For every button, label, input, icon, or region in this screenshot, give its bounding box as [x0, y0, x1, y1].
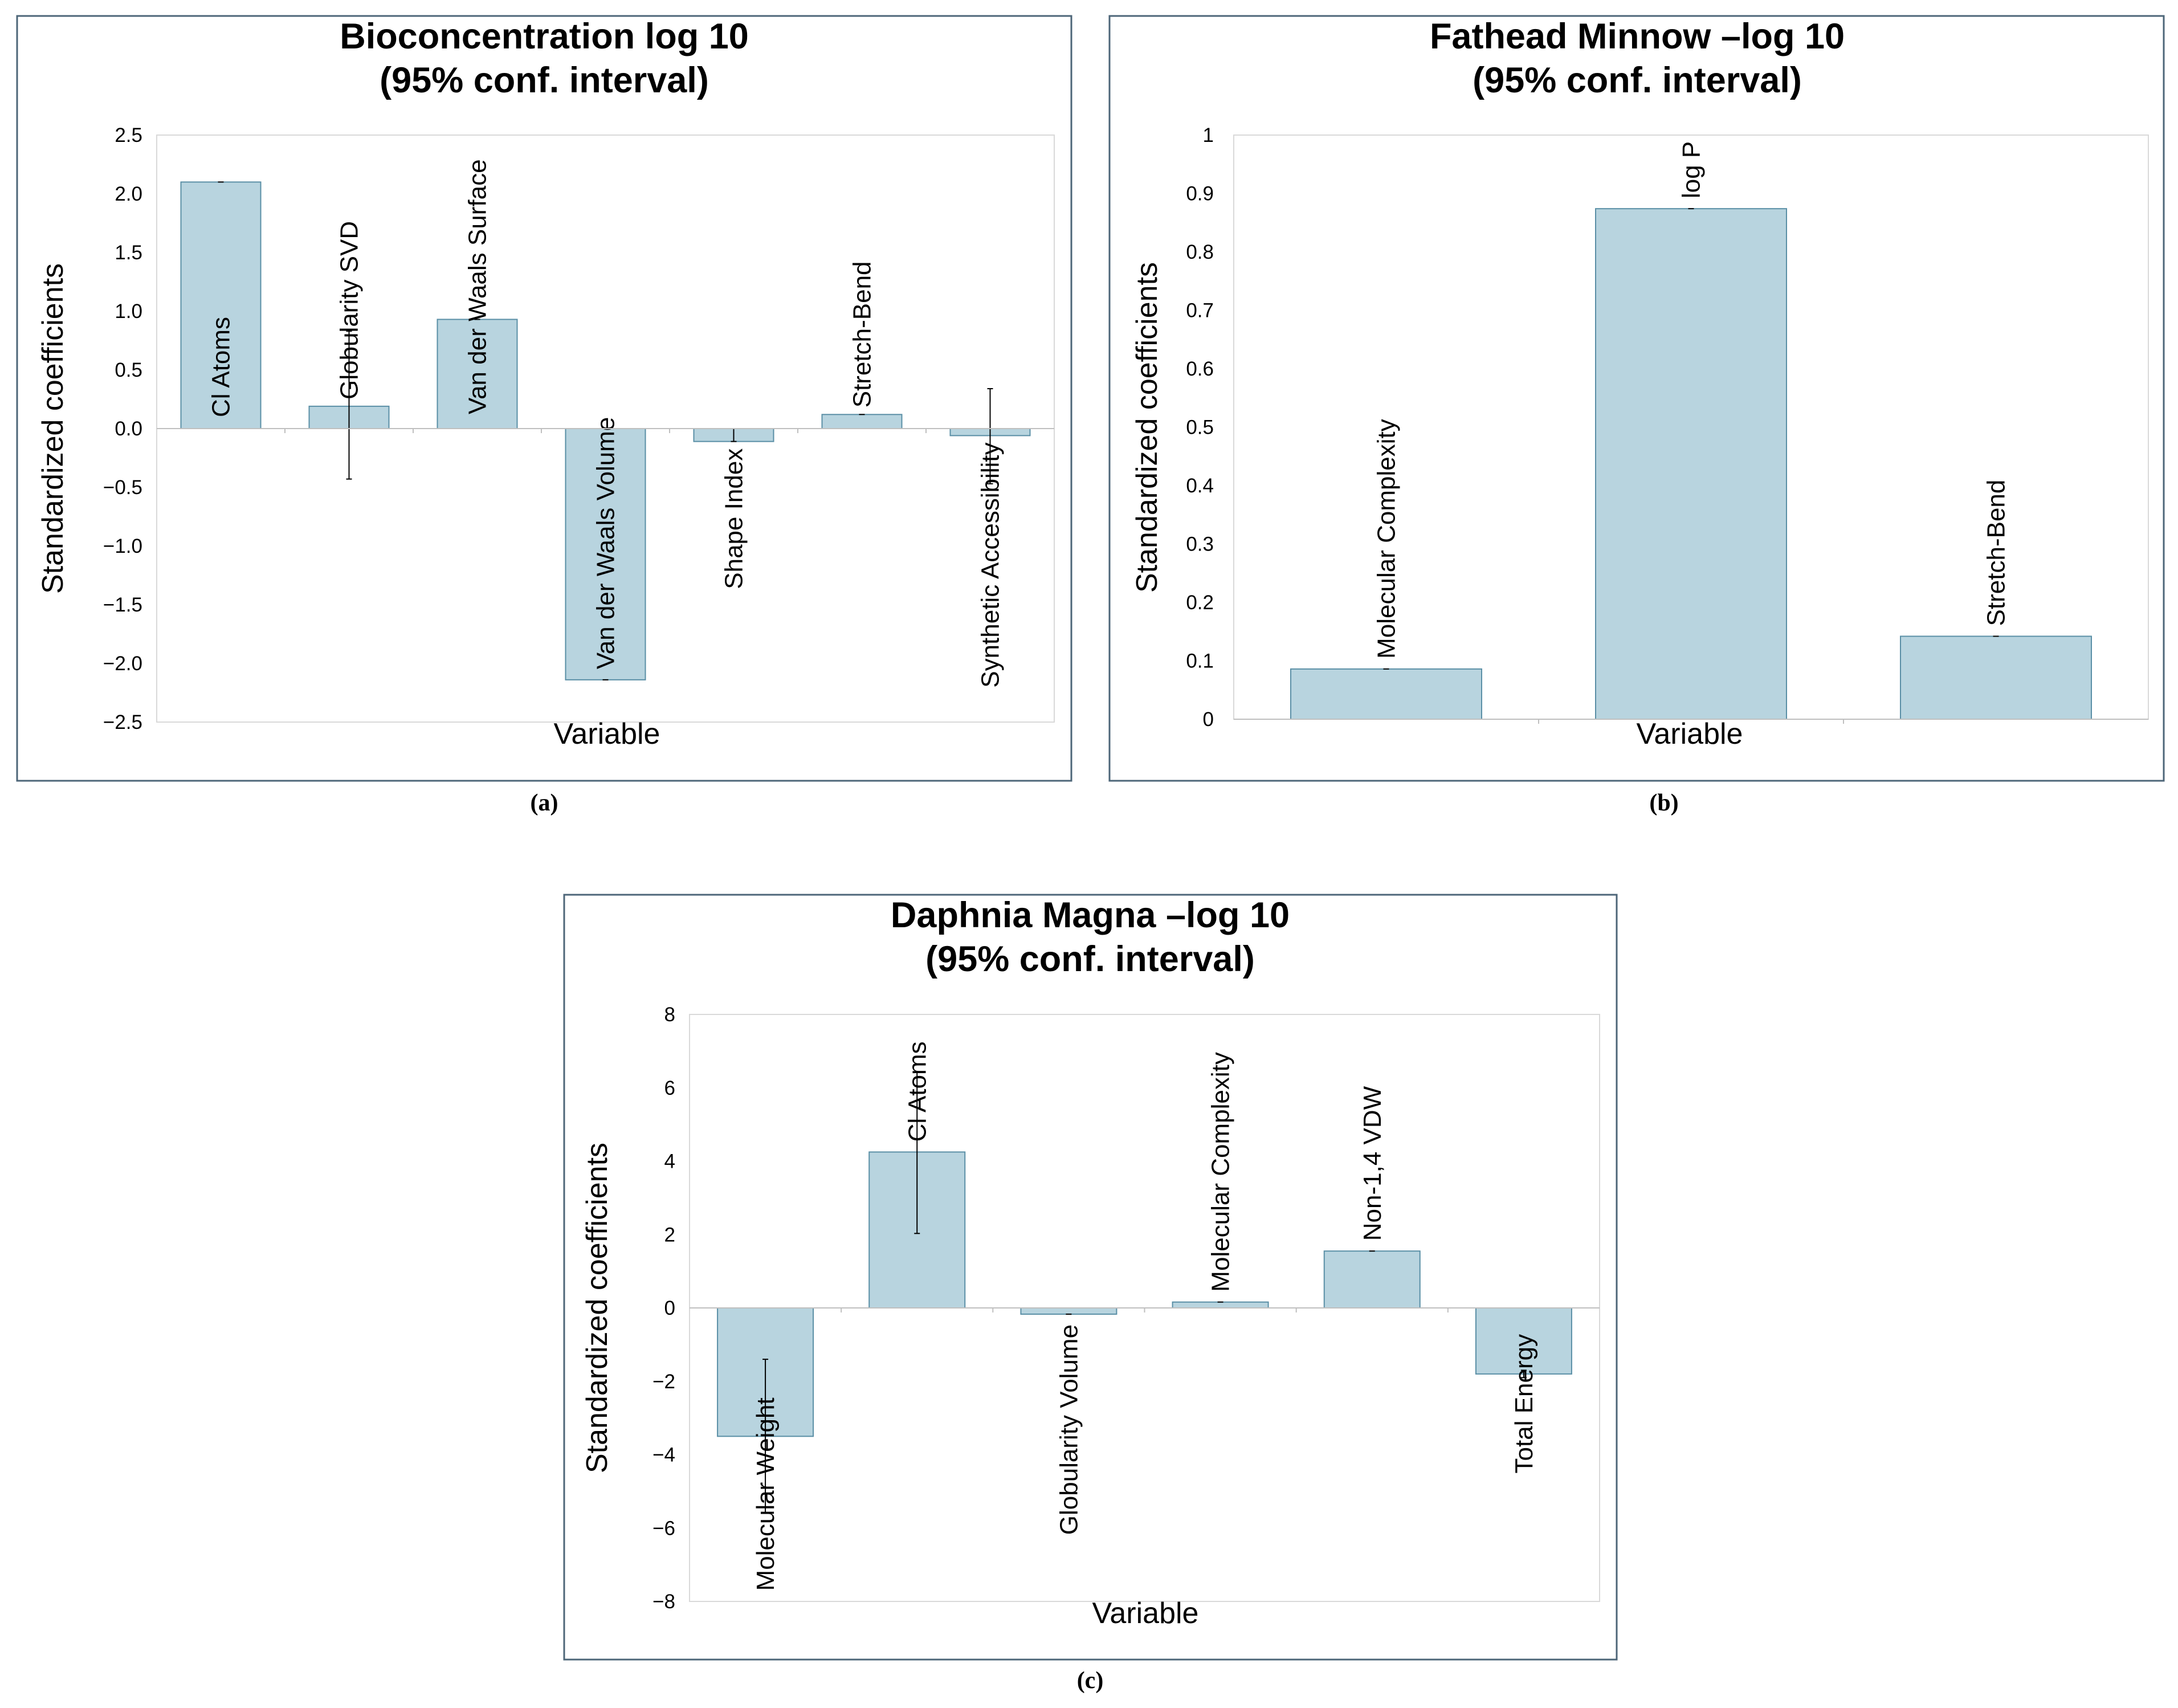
y-tick-label: 6: [664, 1077, 675, 1099]
bar-category-label: Molecular Complexity: [1207, 1052, 1235, 1292]
bar-category-label: Van der Waals Volume: [592, 417, 620, 670]
bar-category-label: Stretch-Bend: [1983, 480, 2010, 626]
y-tick-label: 0.5: [1186, 417, 1214, 439]
y-axis-label: Standardized coefficients: [581, 1143, 614, 1473]
chart-title-line: Daphnia Magna –log 10: [891, 895, 1290, 935]
y-axis-label: Standardized coefficients: [36, 263, 70, 594]
y-tick-label: −2.5: [103, 711, 142, 733]
y-tick-label: 0.0: [115, 418, 142, 440]
y-tick-label: 0: [1203, 708, 1214, 731]
y-tick-label: 4: [664, 1151, 675, 1173]
bar-category-label: Globularity Volume: [1055, 1324, 1083, 1535]
y-tick-label: −8: [652, 1591, 675, 1613]
y-tick-label: 0: [664, 1297, 675, 1319]
chart-title-line: (95% conf. interval): [380, 60, 709, 100]
bar-category-label: Synthetic Accessibility: [977, 442, 1005, 687]
bar: [565, 428, 646, 680]
y-tick-label: −2: [652, 1371, 675, 1393]
y-tick-label: 2: [664, 1224, 675, 1246]
y-tick-label: 1: [1203, 124, 1214, 146]
bar: [1595, 208, 1787, 720]
y-tick-label: 0.6: [1186, 358, 1214, 380]
bar-category-label: Stretch-Bend: [849, 261, 876, 407]
bar-category-label: Molecular Complexity: [1373, 419, 1401, 659]
y-tick-label: 2.5: [115, 124, 142, 146]
bar-category-label: Molecular Weight: [752, 1397, 780, 1591]
chart-frame: [563, 894, 1618, 1661]
y-tick-label: 1.5: [115, 242, 142, 264]
panel-caption: (b): [1649, 790, 1678, 816]
chart-panel-a: Bioconcentration log 10 (95% conf. interv…: [16, 15, 1072, 816]
y-tick-label: 0.5: [115, 359, 142, 381]
y-tick-label: 0.8: [1186, 241, 1214, 263]
y-tick-label: −4: [652, 1444, 675, 1466]
y-tick-label: 0.3: [1186, 533, 1214, 556]
bar: [1323, 1250, 1421, 1308]
y-tick-label: −1.0: [103, 535, 142, 557]
bar-category-label: Van der Waals Surface: [464, 159, 492, 414]
y-tick-label: −6: [652, 1517, 675, 1539]
bar-category-label: Cl Atoms: [207, 317, 235, 417]
chart-title-line: Bioconcentration log 10: [340, 17, 749, 56]
y-tick-label: 0.4: [1186, 475, 1214, 497]
y-tick-label: 0.9: [1186, 183, 1214, 205]
y-tick-label: −1.5: [103, 594, 142, 616]
bar-category-label: Non-1,4 VDW: [1359, 1086, 1386, 1241]
bar: [1475, 1307, 1572, 1375]
y-tick-label: 8: [664, 1004, 675, 1026]
y-tick-label: 0.1: [1186, 650, 1214, 672]
y-tick-label: 0.2: [1186, 592, 1214, 614]
y-tick-label: −2.0: [103, 653, 142, 675]
bar-category-label: Globularity SVD: [336, 221, 364, 400]
y-tick-label: 1.0: [115, 300, 142, 323]
chart-title-line: Fathead Minnow –log 10: [1430, 17, 1845, 56]
y-tick-label: −0.5: [103, 476, 142, 499]
y-axis-label: Standardized coefficients: [1131, 262, 1164, 593]
panel-caption: (a): [531, 790, 558, 816]
chart-title-line: (95% conf. interval): [1473, 60, 1802, 100]
bar: [437, 319, 518, 429]
bar-category-label: log P: [1678, 141, 1706, 198]
bar: [1020, 1307, 1117, 1315]
bar: [1172, 1301, 1269, 1308]
bar-category-label: Cl Atoms: [903, 1041, 931, 1142]
bar-category-label: Shape Index: [720, 449, 748, 589]
y-tick-label: 2.0: [115, 183, 142, 205]
panel-caption: (c): [1077, 1668, 1104, 1694]
chart-panel-c: Daphnia Magna –log 10(95% conf. interval…: [563, 894, 1618, 1694]
chart-panel-b: Fathead Minnow –log 10 (95% conf. interva…: [1108, 15, 2165, 816]
bar: [1900, 635, 2092, 720]
bar: [1290, 668, 1482, 720]
bar-category-label: Total Energy: [1510, 1334, 1538, 1474]
chart-frame: [16, 15, 1072, 782]
bar: [821, 414, 903, 430]
chart-title-line: (95% conf. interval): [925, 939, 1255, 979]
x-axis-label: Variable: [1637, 718, 1743, 751]
x-axis-label: Variable: [554, 718, 660, 751]
x-axis-label: Variable: [1092, 1597, 1199, 1630]
y-tick-label: 0.7: [1186, 300, 1214, 322]
